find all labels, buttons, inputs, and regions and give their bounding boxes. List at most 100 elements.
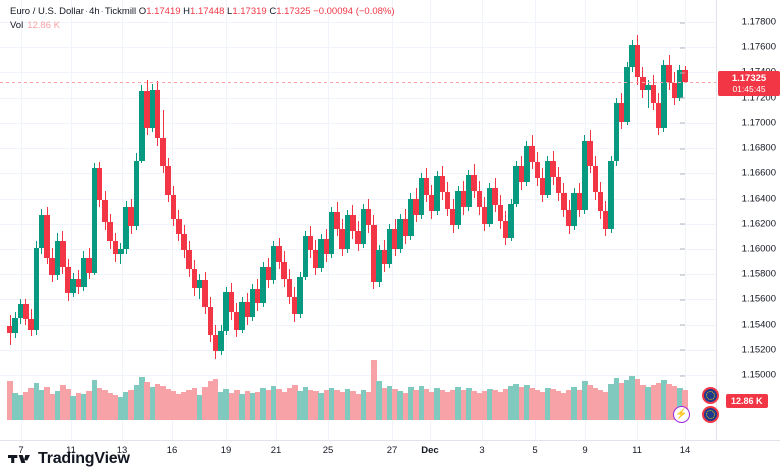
price-tick-label: 1.15000	[741, 369, 776, 381]
candlestick	[202, 0, 208, 440]
grid-line-horizontal	[0, 325, 716, 326]
grid-line-horizontal	[0, 22, 716, 23]
candlestick	[38, 0, 45, 440]
volume-bar	[149, 387, 156, 420]
candle-body	[429, 194, 435, 212]
candle-body	[65, 266, 71, 294]
price-tick-dash	[679, 122, 685, 124]
volume-bar	[59, 385, 66, 420]
volume-bar	[439, 390, 446, 420]
price-tick-label: 1.17000	[741, 117, 776, 129]
volume-bar	[70, 396, 77, 420]
volume-bar	[202, 387, 208, 420]
volume-bar	[671, 386, 678, 420]
candlestick	[376, 0, 382, 440]
price-tick-label: 1.17800	[741, 16, 776, 28]
candle-body	[402, 218, 409, 237]
volume-bar	[640, 384, 646, 420]
price-axis[interactable]: 1.178001.176001.174001.172001.170001.168…	[679, 0, 780, 440]
open-key: O	[138, 6, 147, 17]
volume-bar	[560, 392, 567, 420]
volume-bar	[44, 386, 50, 420]
candlestick	[181, 0, 187, 440]
grid-line-vertical	[585, 0, 586, 440]
volume-bar	[455, 387, 462, 420]
candle-body	[117, 248, 124, 254]
candle-body	[481, 207, 488, 224]
usd-flag-icon[interactable]	[702, 406, 719, 423]
grid-line-vertical	[535, 0, 536, 440]
price-tick-label: 1.16400	[741, 193, 776, 204]
volume-bar	[165, 388, 171, 420]
volume-bar	[555, 390, 562, 420]
price-tick-dash	[679, 349, 685, 351]
volume-bar	[550, 389, 556, 420]
volume-bar	[634, 379, 641, 420]
candlestick	[307, 0, 314, 440]
volume-bar	[360, 390, 367, 420]
volume-bar	[465, 388, 472, 420]
chart-plot-area[interactable]	[0, 0, 716, 440]
volume-bar	[349, 390, 356, 420]
candle-body	[102, 199, 108, 223]
candlestick	[334, 0, 340, 440]
candlestick	[371, 0, 377, 440]
candlestick	[618, 0, 625, 440]
candle-body	[86, 257, 92, 273]
candle-body	[7, 325, 13, 334]
close-key: C	[269, 6, 277, 17]
candle-body	[123, 207, 129, 249]
legend-symbol-row[interactable]: Euro / U.S. Dollar·4h·Tickmill O1.17419 …	[10, 5, 395, 18]
price-tick-label: 1.17200	[741, 92, 776, 104]
interval-label[interactable]: 4h	[89, 6, 100, 17]
volume-bar	[297, 390, 303, 420]
candle-body	[555, 177, 562, 194]
eur-flag-icon[interactable]	[702, 387, 719, 404]
candle-body	[492, 188, 498, 205]
volume-bar	[323, 390, 330, 420]
candlestick	[197, 0, 203, 440]
candlestick	[545, 0, 551, 440]
time-axis-tick: 7	[18, 445, 24, 456]
candle-body	[139, 91, 145, 161]
grid-line-horizontal	[0, 299, 716, 300]
candle-body	[645, 85, 651, 91]
volume-bar	[655, 382, 662, 420]
volume-bar	[228, 392, 235, 420]
time-axis[interactable]: 7 11 13 16 19 21 25 27 Dec 3 5 9 11 14	[0, 440, 780, 462]
candlestick	[423, 0, 430, 440]
volume-bar	[291, 385, 298, 420]
volume-bar	[233, 390, 240, 420]
candle-body	[497, 204, 504, 222]
grid-line-horizontal	[0, 148, 716, 149]
volume-bar	[49, 393, 55, 420]
candle-body	[418, 178, 425, 215]
candlestick	[360, 0, 367, 440]
volume-bar	[661, 380, 667, 420]
candle-body	[54, 241, 61, 276]
candlestick	[365, 0, 372, 440]
volume-bar	[302, 387, 309, 420]
footer-brand[interactable]: TradingView	[0, 447, 780, 470]
candle-body	[23, 304, 29, 319]
price-tick-dash	[679, 47, 685, 49]
current-price-badge[interactable]: 1.17325 01:45:45	[718, 70, 780, 96]
volume-bar	[112, 395, 119, 420]
lightning-icon[interactable]: ⚡	[673, 406, 690, 423]
exchange-label[interactable]: Tickmill	[104, 6, 137, 17]
symbol-name[interactable]: Euro / U.S. Dollar	[10, 6, 84, 17]
candle-body	[529, 145, 535, 162]
price-tick-dash	[679, 324, 685, 326]
candlestick	[107, 0, 113, 440]
candlestick	[471, 0, 477, 440]
volume-bar	[397, 390, 404, 420]
lightning-glyph: ⚡	[675, 408, 688, 420]
candlestick	[576, 0, 583, 440]
candle-body	[413, 198, 419, 215]
volume-bar	[618, 382, 625, 420]
candle-body	[33, 247, 40, 330]
candlestick	[75, 0, 82, 440]
volume-bar	[212, 379, 219, 420]
grid-line-horizontal	[0, 47, 716, 48]
time-axis-tick: 19	[220, 445, 232, 456]
